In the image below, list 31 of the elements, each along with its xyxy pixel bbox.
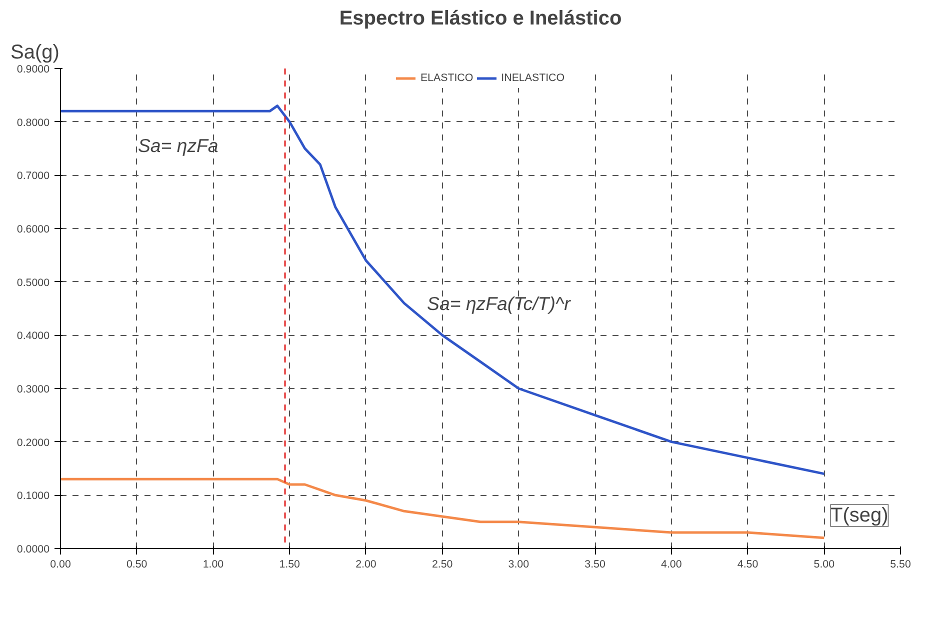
x-tick-label: 0.00 bbox=[50, 558, 71, 570]
y-tick-label: 0.6000 bbox=[16, 224, 50, 236]
y-tick-label: 0.7000 bbox=[16, 170, 50, 182]
line-series bbox=[60, 478, 826, 540]
legend-label: INELASTICO bbox=[501, 72, 565, 84]
y-tick-label: 0.1000 bbox=[16, 490, 50, 502]
x-axis-title: T(seg) bbox=[830, 504, 888, 526]
y-tick-label: 0.0000 bbox=[16, 544, 50, 556]
x-tick-label: 2.00 bbox=[356, 558, 376, 570]
x-tick-label: 2.50 bbox=[432, 558, 453, 570]
x-tick-label: 4.50 bbox=[737, 558, 758, 570]
x-tick-label: 3.50 bbox=[584, 558, 606, 570]
legend-label: ELASTICO bbox=[420, 72, 474, 84]
x-tick-label: 3.00 bbox=[508, 558, 530, 570]
y-tick-label: 0.5000 bbox=[16, 276, 50, 289]
chart-title: Espectro Elástico e Inelástico bbox=[339, 8, 622, 30]
y-tick-label: 0.8000 bbox=[16, 116, 50, 129]
x-tick-label: 1.50 bbox=[279, 558, 300, 570]
annotation: Sa= ηzFa(Tc/T)^r bbox=[427, 293, 572, 314]
x-tick-label: 5.00 bbox=[814, 558, 835, 570]
x-tick-label: 1.00 bbox=[202, 558, 224, 570]
y-tick-label: 0.4000 bbox=[16, 330, 50, 342]
y-tick-label: 0.2000 bbox=[16, 436, 50, 449]
line-series bbox=[60, 104, 826, 476]
y-tick-label: 0.9000 bbox=[16, 64, 50, 76]
x-tick-label: 4.00 bbox=[661, 558, 682, 570]
x-tick-label: 5.50 bbox=[890, 558, 911, 570]
y-axis-title: Sa(g) bbox=[10, 42, 60, 64]
y-tick-label: 0.3000 bbox=[16, 384, 50, 396]
x-tick-label: 0.50 bbox=[126, 558, 148, 570]
annotation: Sa= ηzFa bbox=[138, 135, 218, 156]
